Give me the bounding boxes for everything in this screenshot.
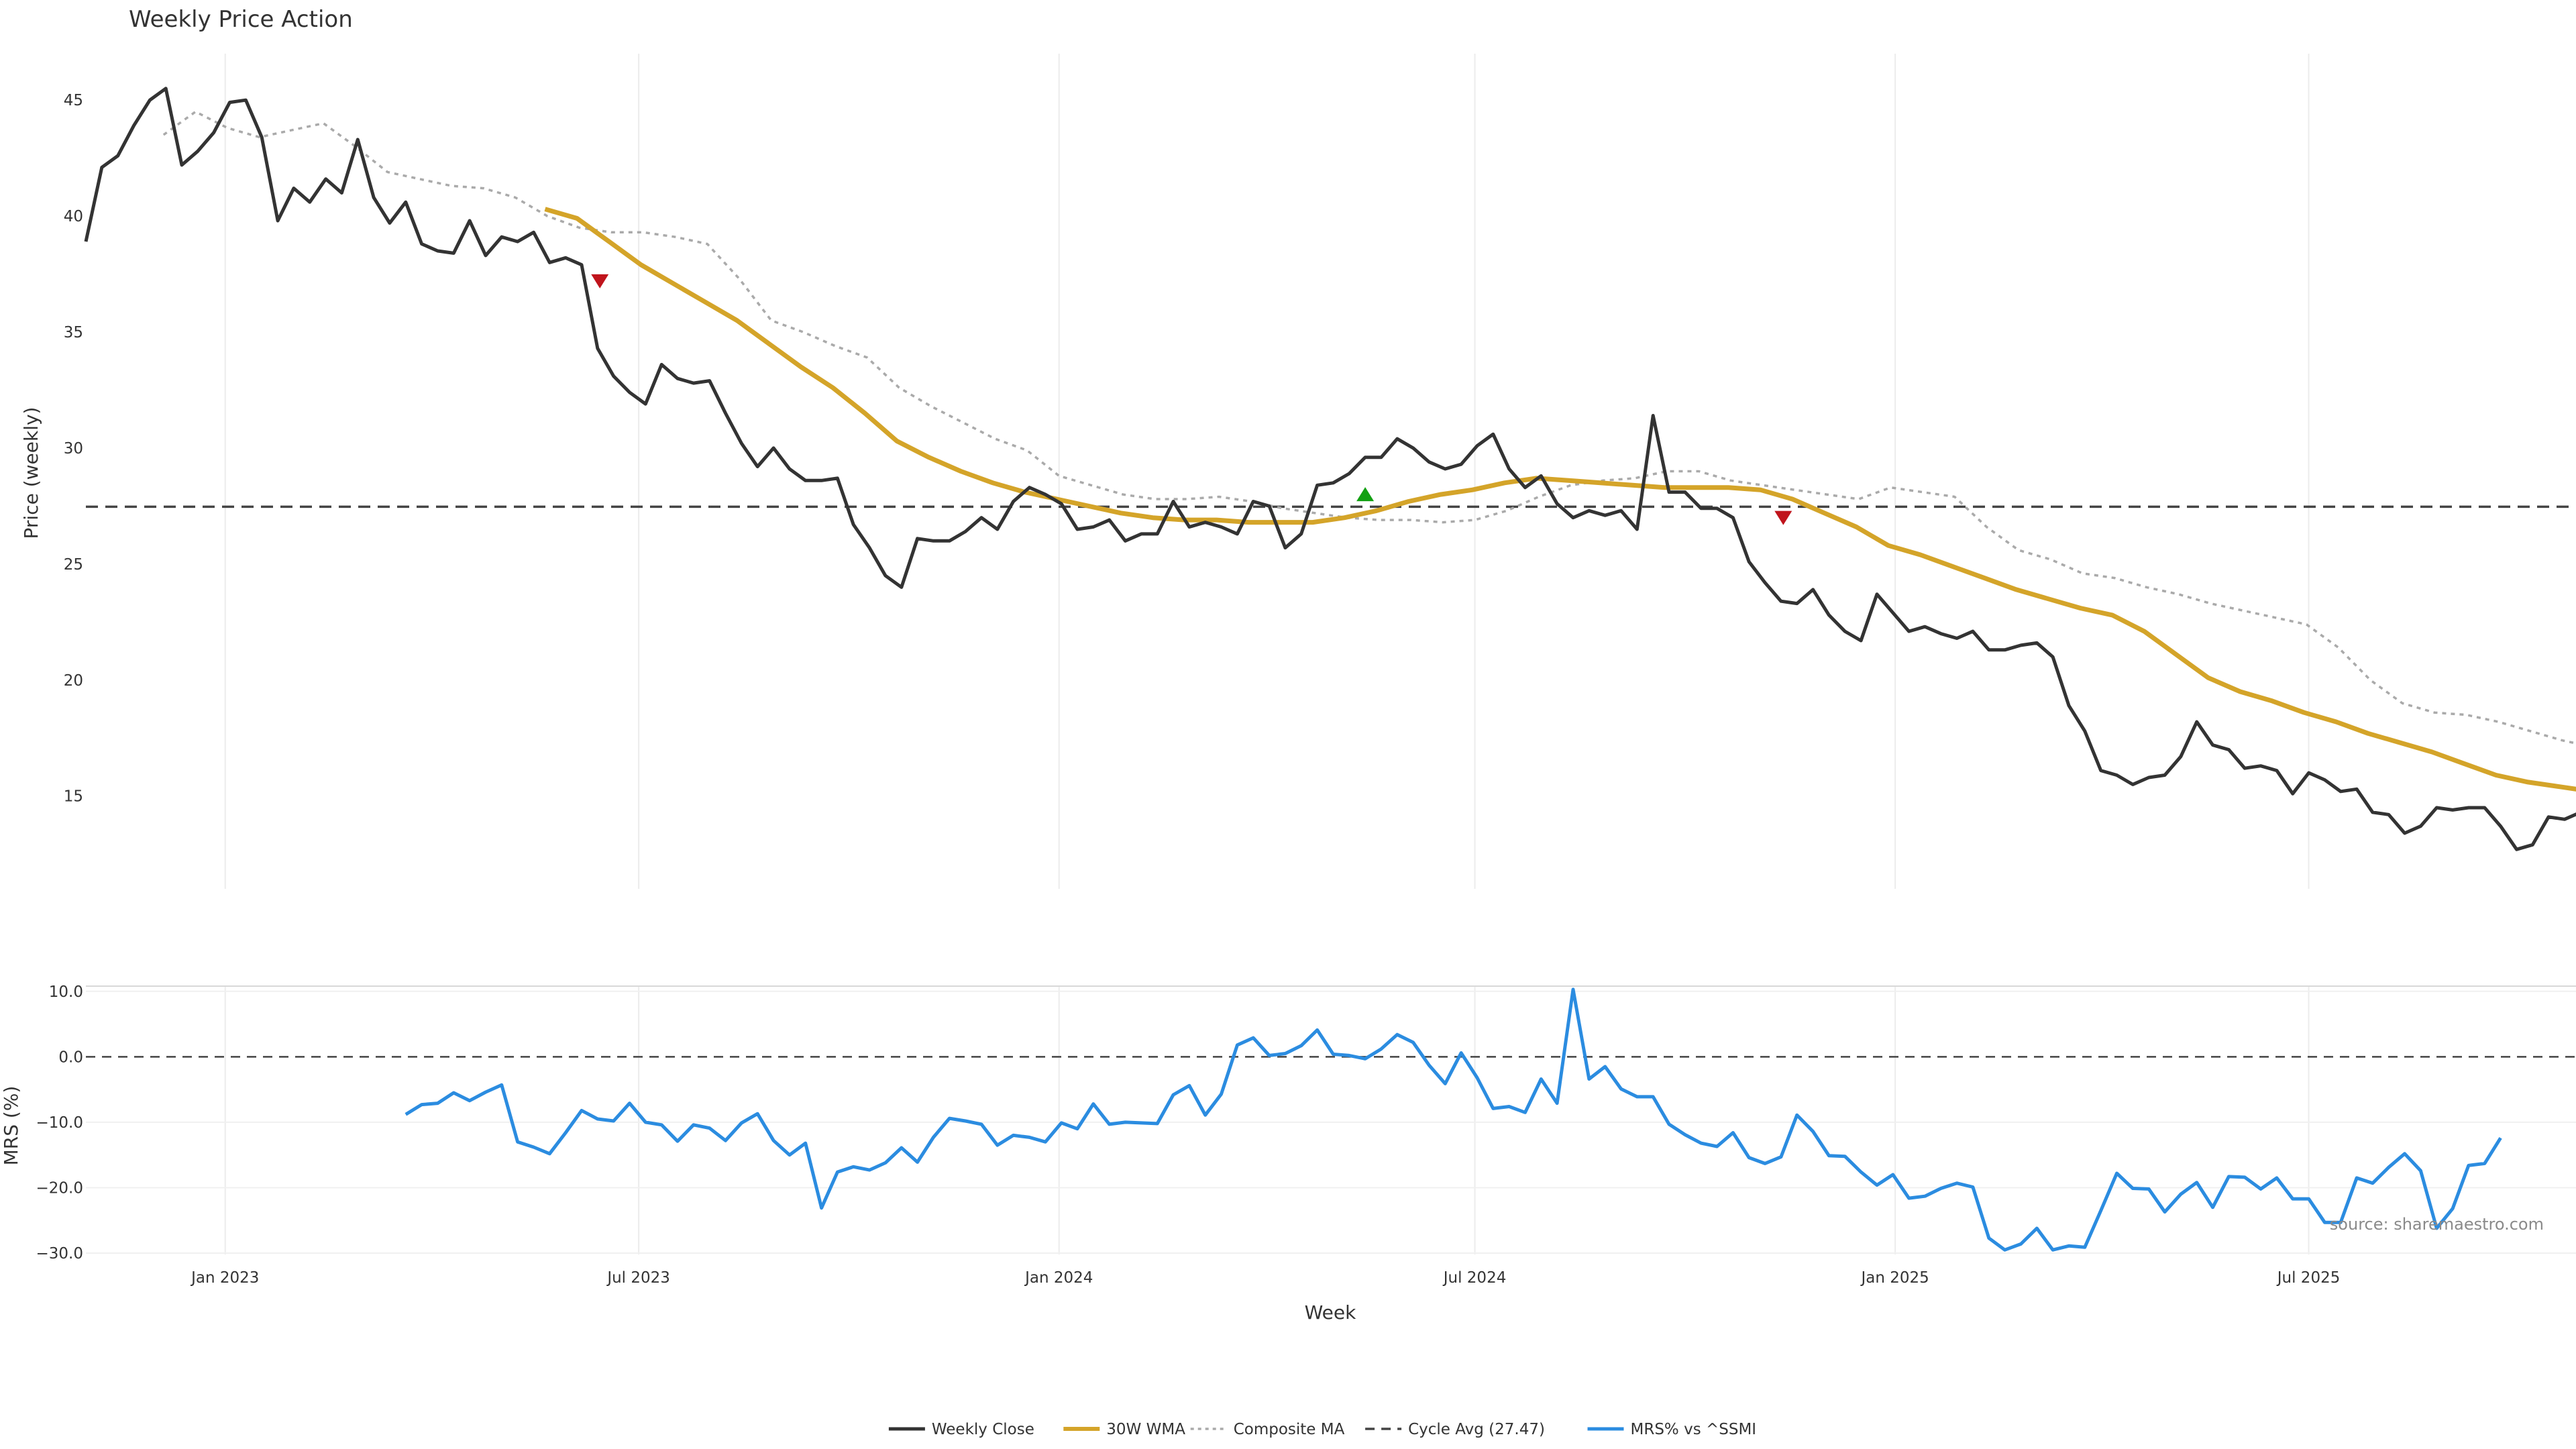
x-tick-label: Jul 2025: [2276, 1269, 2341, 1287]
mrs-tick-label: −30.0: [36, 1245, 83, 1263]
legend-item-mrs: MRS% vs ^SSMI: [1587, 1421, 1757, 1438]
x-tick-label: Jul 2024: [1442, 1269, 1507, 1287]
mrs-tick-label: −10.0: [36, 1114, 83, 1132]
sell-signal-marker: [591, 274, 609, 288]
legend-item-cycle: Cycle Avg (27.47): [1365, 1421, 1545, 1438]
x-tick-label: Jan 2023: [190, 1269, 259, 1287]
series-wma-line: [544, 207, 2576, 792]
legend-label: Composite MA: [1234, 1421, 1345, 1438]
signal-markers: [591, 274, 1792, 525]
grid-layer: [86, 54, 2576, 1254]
legend-label: Cycle Avg (27.47): [1408, 1421, 1545, 1438]
source-note: source: sharemaestro.com: [2330, 1215, 2544, 1234]
reference-lines: [86, 505, 2576, 1058]
x-tick-label: Jan 2024: [1024, 1269, 1093, 1287]
price-tick-label: 25: [64, 556, 83, 574]
buy-signal-marker: [1356, 487, 1375, 502]
mrs-tick-label: −20.0: [36, 1179, 83, 1197]
mrs-axis-label: MRS (%): [0, 1086, 22, 1166]
legend-label: MRS% vs ^SSMI: [1631, 1421, 1757, 1438]
x-tick-label: Jul 2023: [606, 1269, 670, 1287]
price-tick-label: 15: [64, 788, 83, 806]
legend-item-close: Weekly Close: [888, 1421, 1034, 1438]
series-close-line: [84, 87, 2576, 851]
chart-title: Weekly Price Action: [129, 6, 353, 33]
legend-item-composite: Composite MA: [1190, 1421, 1345, 1438]
legend-label: Weekly Close: [932, 1421, 1034, 1438]
series-composite-line: [162, 110, 2576, 745]
x-tick-label: Jan 2025: [1860, 1269, 1929, 1287]
sell-signal-marker: [1774, 511, 1792, 525]
price-tick-label: 40: [64, 208, 83, 225]
legend-item-wma: 30W WMA: [1063, 1421, 1185, 1438]
tick-labels: Jan 2023 Jul 2023 Jan 2024 Jul 2024 Jan 2025…: [36, 92, 2341, 1287]
x-axis-label: Week: [1305, 1301, 1356, 1324]
mrs-tick-label: 0.0: [58, 1049, 83, 1066]
price-tick-label: 20: [64, 672, 83, 690]
price-tick-label: 45: [64, 92, 83, 109]
price-tick-label: 30: [64, 440, 83, 458]
legend-label: 30W WMA: [1106, 1421, 1185, 1438]
legend: Weekly Close 30W WMA Composite MA Cycle Avg…: [888, 1421, 1757, 1438]
series-layer: [84, 87, 2576, 1252]
price-tick-label: 35: [64, 324, 83, 341]
series-mrs-line: [405, 987, 2502, 1252]
mrs-tick-label: 10.0: [49, 983, 83, 1001]
price-axis-label: Price (weekly): [20, 407, 42, 539]
